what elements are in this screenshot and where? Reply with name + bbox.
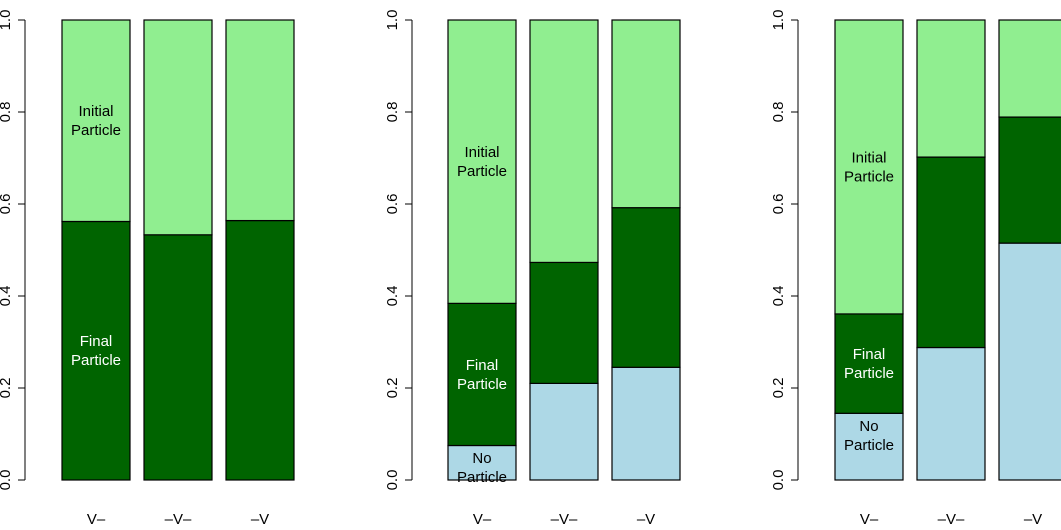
chart-panel-2: 0.0 0.2 0.4 0.6 0.8 1.0 V– Initial Particle Final… [384,10,681,528]
bar-segment-initial-particle [143,19,213,236]
bar-segment-final-particle [834,313,904,414]
bar-segment-final-particle [447,302,517,447]
bar-segment-initial-particle [225,19,295,222]
segment-label-final-particle: Particle [71,352,121,369]
bar-segment-final-particle [916,156,986,349]
segment-label-initial-particle: Particle [457,163,507,180]
y-tick-label: 0.4 [770,286,787,307]
bar-segment-no-particle [916,346,986,481]
bar-segment-no-particle [834,412,904,481]
y-tick-label: 0.0 [770,470,787,491]
segment-label-no-particle: No [859,418,878,435]
x-tick-label: V– [860,511,879,528]
segment-label-initial-particle: Particle [71,122,121,139]
bar-segment-initial-particle [834,19,904,315]
x-tick-label: –V– [551,511,578,528]
bar-segment-initial-particle [61,19,131,223]
bar-segment-no-particle [447,444,517,481]
segment-label-initial-particle: Particle [844,168,894,185]
bar-segment-final-particle [998,116,1061,244]
bar-segment-final-particle [61,220,131,481]
x-tick-label: –V– [165,511,192,528]
bar-segment-final-particle [143,234,213,481]
segment-label-final-particle: Final [853,346,886,363]
x-tick-label: V– [87,511,106,528]
segment-label-no-particle: Particle [457,469,507,486]
y-tick-label: 0.2 [384,378,401,399]
y-tick-label: 1.0 [384,10,401,31]
y-tick-label: 0.6 [770,194,787,215]
bar-segment-final-particle [225,219,295,481]
chart-panel-3: 0.0 0.2 0.4 0.6 0.8 1.0 V– Initial Particle Final… [770,10,1061,528]
segment-label-final-particle: Particle [457,376,507,393]
y-tick-label: 0.0 [0,470,14,491]
x-tick-label: V– [473,511,492,528]
bar-segment-final-particle [529,261,599,385]
y-tick-label: 0.6 [384,194,401,215]
y-tick-label: 1.0 [0,10,14,31]
segment-label-initial-particle: Initial [78,103,113,120]
bar-segment-no-particle [998,242,1061,481]
y-tick-label: 0.8 [384,102,401,123]
segment-label-no-particle: Particle [844,437,894,454]
y-tick-label: 1.0 [770,10,787,31]
bar-segment-initial-particle [447,19,517,304]
segment-label-initial-particle: Initial [464,144,499,161]
bar-segment-initial-particle [529,19,599,264]
y-tick-label: 0.0 [384,470,401,491]
y-tick-label: 0.8 [0,102,14,123]
bar-segment-initial-particle [611,19,681,209]
x-tick-label: –V– [938,511,965,528]
y-tick-label: 0.2 [0,378,14,399]
segment-label-final-particle: Particle [844,365,894,382]
bar-segment-no-particle [529,382,599,481]
bar-segment-initial-particle [998,19,1061,118]
x-tick-label: –V [251,511,269,528]
y-tick-label: 0.8 [770,102,787,123]
segment-label-no-particle: No [472,450,491,467]
bar-segment-no-particle [611,366,681,481]
segment-label-initial-particle: Initial [851,149,886,166]
bar-segment-initial-particle [916,19,986,158]
x-tick-label: –V [637,511,655,528]
x-tick-label: –V [1024,511,1042,528]
bar-segment-final-particle [611,207,681,368]
segment-label-final-particle: Final [466,357,499,374]
y-tick-label: 0.4 [384,286,401,307]
segment-label-final-particle: Final [80,333,113,350]
y-tick-label: 0.2 [770,378,787,399]
y-tick-label: 0.4 [0,286,14,307]
chart-panel-1: 0.0 0.2 0.4 0.6 0.8 1.0 V– Initial Particle Final… [0,10,295,528]
y-tick-label: 0.6 [0,194,14,215]
